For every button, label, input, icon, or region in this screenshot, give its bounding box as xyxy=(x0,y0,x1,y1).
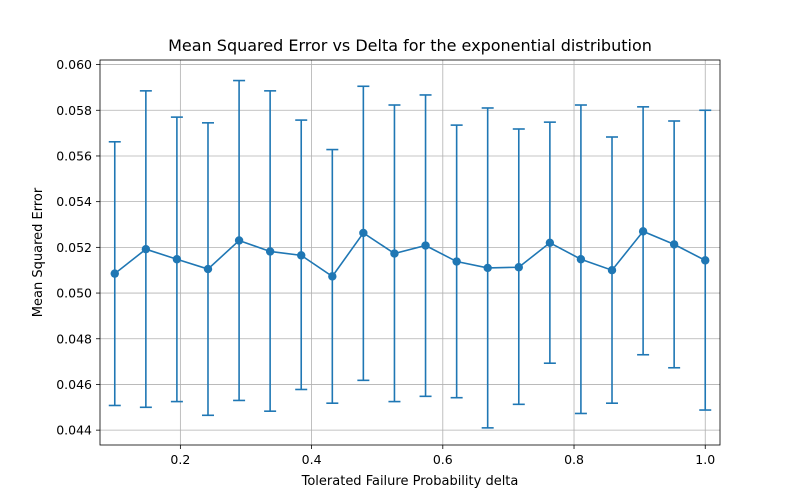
data-point xyxy=(701,256,710,265)
y-tick-label: 0.052 xyxy=(56,240,92,255)
x-tick-label: 1.0 xyxy=(695,452,715,467)
y-tick-label: 0.048 xyxy=(56,331,92,346)
data-point xyxy=(328,272,337,281)
data-point xyxy=(141,244,151,254)
x-tick-label: 0.2 xyxy=(170,452,190,467)
data-point xyxy=(545,238,555,247)
y-tick-label: 0.050 xyxy=(56,286,92,301)
data-point xyxy=(514,263,523,272)
data-point xyxy=(359,228,368,238)
data-point xyxy=(607,266,617,275)
data-point xyxy=(297,251,306,260)
data-point xyxy=(390,249,399,258)
data-point xyxy=(638,227,648,236)
data-series xyxy=(108,79,712,429)
x-axis-label: Tolerated Failure Probability delta xyxy=(301,474,519,489)
chart-title: Mean Squared Error vs Delta for the expo… xyxy=(168,36,652,55)
data-point xyxy=(203,264,213,274)
y-tick-label: 0.060 xyxy=(56,57,92,72)
data-point xyxy=(265,247,275,256)
x-tick-label: 0.4 xyxy=(302,452,322,467)
y-axis-label: Mean Squared Error xyxy=(31,187,46,317)
data-point xyxy=(234,236,244,245)
data-point xyxy=(483,263,492,273)
data-point xyxy=(576,255,586,264)
data-point xyxy=(421,241,430,250)
x-tick-label: 0.8 xyxy=(564,452,584,467)
y-tick-label: 0.044 xyxy=(56,423,92,438)
x-tick-label: 0.6 xyxy=(433,452,453,467)
data-point xyxy=(110,269,119,278)
y-tick-label: 0.058 xyxy=(56,103,92,118)
plot-frame xyxy=(99,59,721,446)
axis-ticks: 0.2 0.4 0.6 0.8 1.0 0.044 0.046 0.048 0.050 0.052… xyxy=(56,57,715,467)
data-point xyxy=(669,240,679,249)
y-tick-label: 0.054 xyxy=(56,194,92,209)
data-point xyxy=(172,255,182,264)
y-tick-label: 0.046 xyxy=(56,377,92,392)
y-tick-label: 0.056 xyxy=(56,148,92,163)
series-line xyxy=(114,230,706,278)
data-point xyxy=(452,257,461,266)
